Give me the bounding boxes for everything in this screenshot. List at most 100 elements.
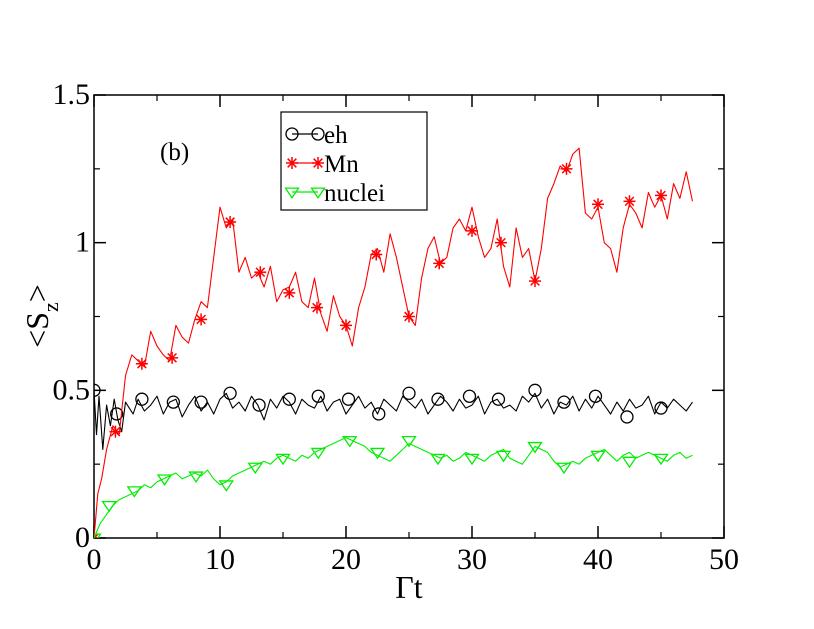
y-axis-title-close: > <box>19 284 55 302</box>
data-point-eh <box>110 407 124 421</box>
legend-marker <box>312 157 324 169</box>
data-point-eh <box>431 392 445 406</box>
data-point-Mn <box>195 313 208 326</box>
series-nuclei <box>94 435 693 538</box>
series-line-nuclei <box>94 437 693 538</box>
y-tick-label: 0 <box>75 521 90 554</box>
y-axis-title: <Sz> <box>19 284 63 348</box>
data-point-eh <box>311 389 325 403</box>
data-point-nuclei <box>275 453 291 466</box>
data-point-Mn <box>370 248 383 261</box>
data-point-Mn <box>109 425 122 438</box>
series-layer <box>94 147 694 538</box>
series-line-Mn <box>94 147 694 538</box>
data-point-Mn <box>283 286 296 299</box>
data-point-nuclei <box>590 450 606 463</box>
data-point-Mn <box>592 198 604 211</box>
data-point-eh <box>94 383 101 397</box>
legend-label: eh <box>324 122 348 149</box>
data-point-nuclei <box>156 474 173 486</box>
data-point-nuclei <box>401 435 417 448</box>
y-tick-label: 1.5 <box>53 78 91 111</box>
data-point-Mn <box>311 301 324 314</box>
legend-box <box>280 111 428 211</box>
data-point-nuclei <box>527 441 543 454</box>
data-point-Mn <box>340 319 352 332</box>
data-point-eh <box>462 389 477 403</box>
legend-label: nuclei <box>324 180 385 207</box>
data-point-Mn <box>466 224 478 237</box>
series-Mn <box>94 147 694 538</box>
data-point-eh <box>135 392 149 406</box>
data-point-eh <box>620 410 634 424</box>
data-point-nuclei <box>342 435 358 448</box>
legend-marker <box>285 127 299 141</box>
data-point-nuclei <box>247 462 263 475</box>
data-point-Mn <box>403 310 415 323</box>
data-point-nuclei <box>101 500 117 513</box>
data-point-eh <box>223 386 237 400</box>
data-point-Mn <box>494 236 507 249</box>
axis-ticks <box>93 94 725 539</box>
data-point-eh <box>528 383 542 397</box>
data-point-eh <box>588 389 603 403</box>
data-point-Mn <box>433 257 446 270</box>
series-eh <box>94 383 693 450</box>
data-point-Mn <box>254 266 267 279</box>
data-point-nuclei <box>464 453 480 466</box>
legend-marker <box>310 187 326 200</box>
legend-label: Mn <box>324 151 359 178</box>
data-point-eh <box>341 392 356 406</box>
y-axis-title-sub: z <box>38 302 63 312</box>
x-tick-label: 10 <box>205 543 235 576</box>
x-tick-label: 0 <box>87 543 102 576</box>
data-point-eh <box>491 392 506 406</box>
series-line-eh <box>94 390 693 450</box>
data-point-eh <box>166 395 181 409</box>
data-point-nuclei <box>310 447 326 460</box>
legend-marker <box>284 187 300 200</box>
data-point-Mn <box>655 189 667 202</box>
data-point-eh <box>282 392 296 406</box>
x-tick-label: 50 <box>709 543 739 576</box>
legend-item-Mn: Mn <box>286 151 359 178</box>
data-point-eh <box>194 395 208 409</box>
data-point-Mn <box>623 195 636 208</box>
data-point-eh <box>372 407 386 421</box>
data-point-nuclei <box>369 447 386 460</box>
data-point-Mn <box>529 275 541 288</box>
y-tick-labels: 0 0.5 1 1.5 <box>53 78 91 554</box>
data-point-nuclei <box>188 471 204 484</box>
legend-marker <box>311 127 325 141</box>
y-axis-title-base: <S <box>19 312 55 348</box>
data-point-Mn <box>94 532 100 538</box>
legend-marker <box>286 157 298 169</box>
data-point-nuclei <box>653 453 669 466</box>
data-point-nuclei <box>495 450 512 463</box>
data-point-Mn <box>560 162 573 175</box>
x-tick-labels: 0 10 20 30 40 50 <box>87 543 740 576</box>
panel-label: (b) <box>160 139 189 166</box>
data-point-Mn <box>166 351 179 364</box>
data-point-eh <box>557 395 571 409</box>
data-point-Mn <box>135 357 148 370</box>
data-point-nuclei <box>218 480 235 492</box>
legend-item-nuclei: nuclei <box>284 180 385 207</box>
data-point-eh <box>402 386 416 400</box>
data-point-Mn <box>224 215 237 228</box>
x-tick-label: 20 <box>331 543 361 576</box>
data-point-eh <box>252 398 266 412</box>
data-point-nuclei <box>621 456 638 469</box>
x-tick-label: 30 <box>457 543 487 576</box>
legend-item-eh: eh <box>285 122 348 149</box>
y-tick-label: 0.5 <box>53 373 91 406</box>
x-tick-label: 40 <box>583 543 613 576</box>
data-point-nuclei <box>126 486 143 498</box>
y-tick-label: 1 <box>75 226 90 259</box>
data-point-nuclei <box>430 453 446 466</box>
data-point-eh <box>654 401 668 415</box>
x-axis-title: Γt <box>395 569 423 605</box>
data-point-nuclei <box>556 462 572 475</box>
